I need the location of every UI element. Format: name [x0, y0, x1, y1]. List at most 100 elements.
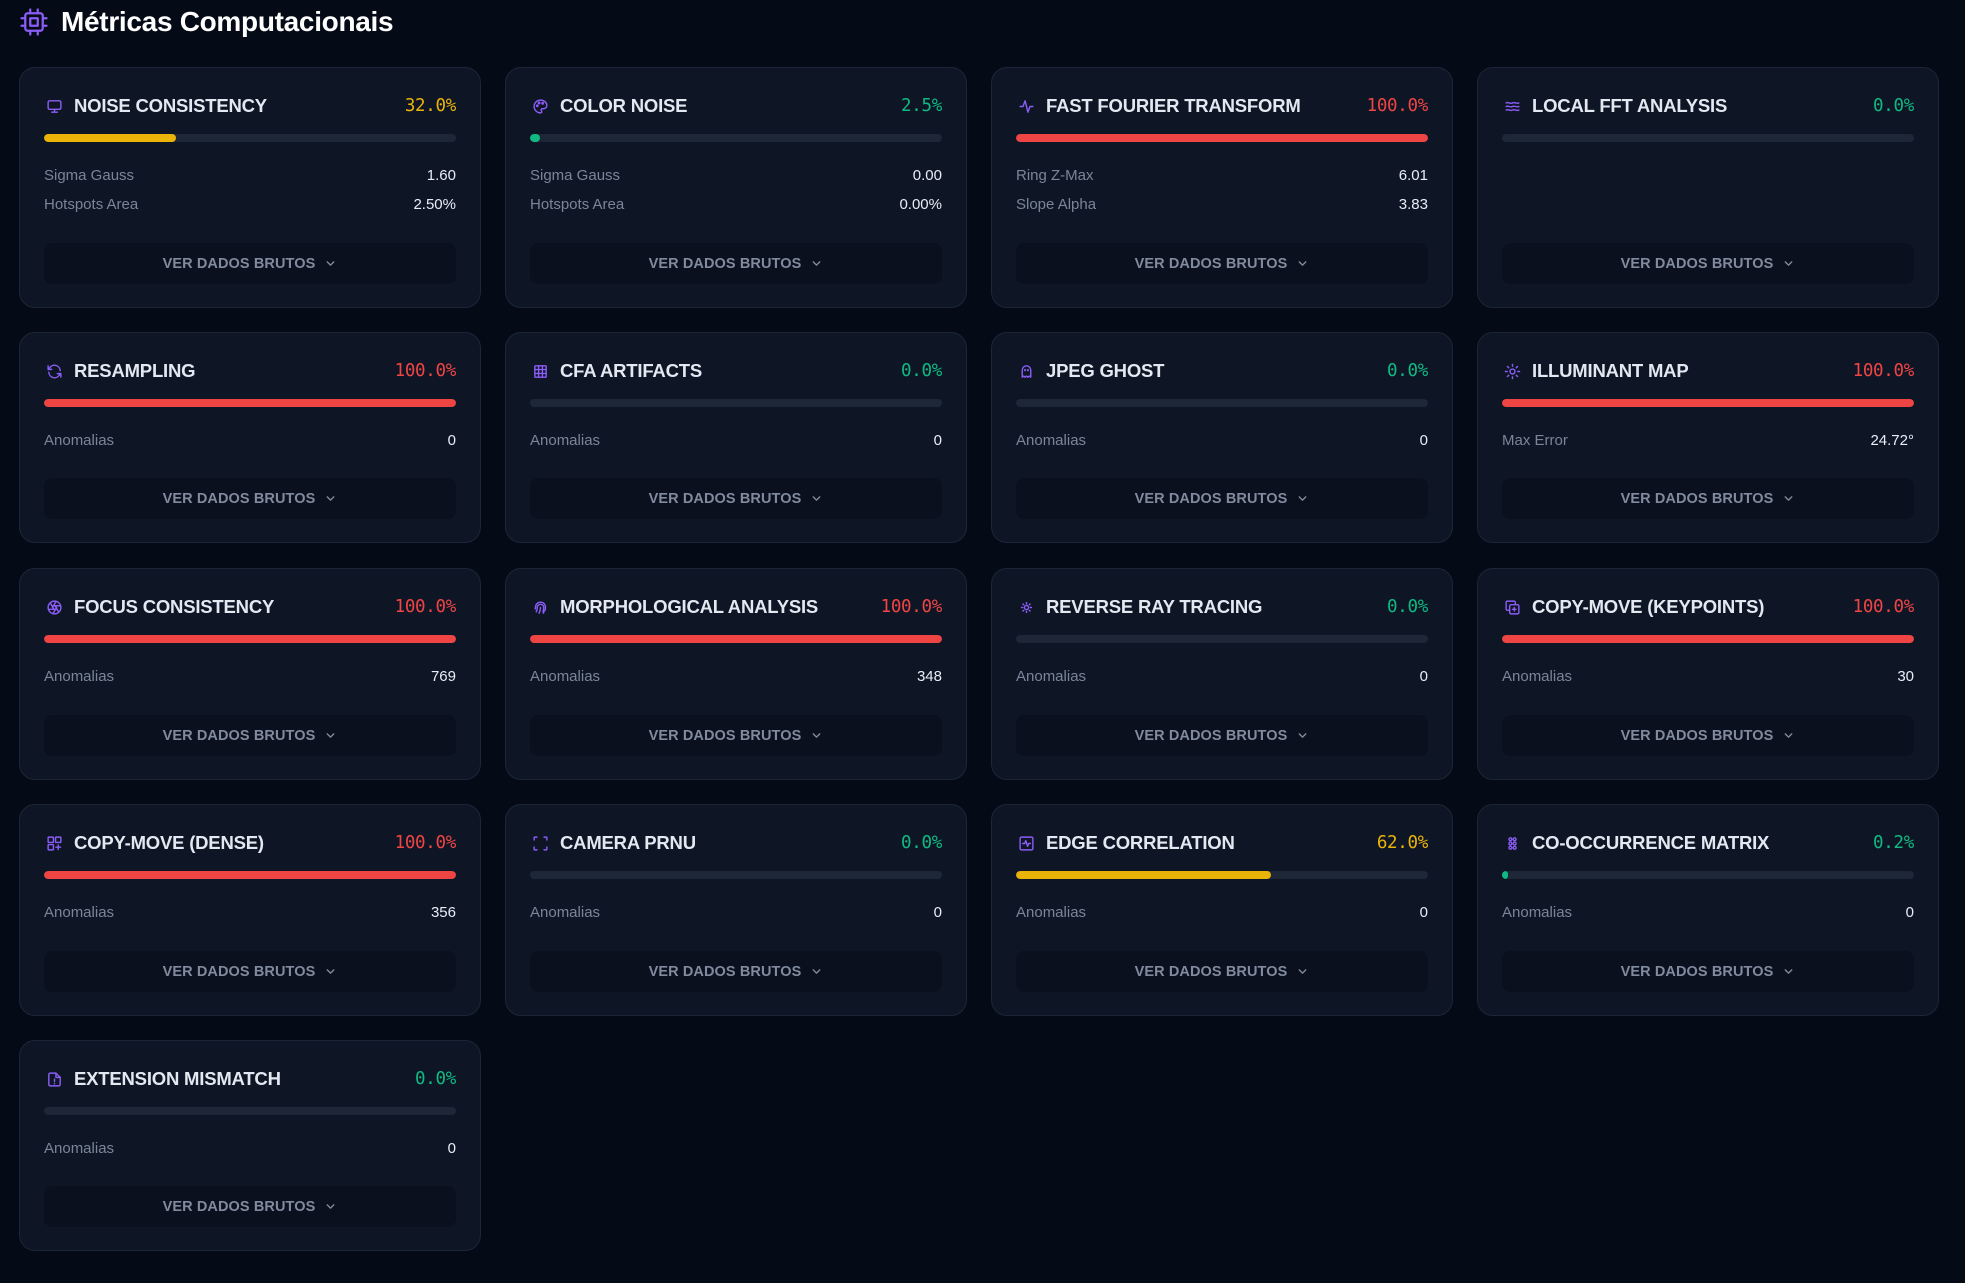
card-header: LOCAL FFT ANALYSIS 0.0% — [1502, 91, 1914, 121]
waves-icon — [1502, 96, 1522, 116]
card-header: ILLUMINANT MAP 100.0% — [1502, 356, 1914, 386]
metrics-list: Max Error 24.72° — [1502, 432, 1914, 461]
metric-value: 0 — [933, 904, 942, 921]
card-header: FOCUS CONSISTENCY 100.0% — [44, 592, 456, 622]
metrics-list: Anomalias 348 — [530, 668, 942, 697]
card-header: COPY-MOVE (KEYPOINTS) 100.0% — [1502, 592, 1914, 622]
view-raw-data-button[interactable]: VER DADOS BRUTOS — [44, 478, 456, 519]
card-header: EDGE CORRELATION 62.0% — [1016, 828, 1428, 858]
metric-value: 3.83 — [1398, 196, 1428, 213]
card-title: RESAMPLING — [74, 360, 196, 381]
layout-plus-icon — [44, 833, 64, 853]
page-title: Métricas Computacionais — [61, 6, 394, 37]
refresh-icon — [44, 361, 64, 381]
progress-bar — [1502, 635, 1914, 643]
metric-label: Hotspots Area — [530, 196, 625, 213]
view-raw-data-label: VER DADOS BRUTOS — [648, 727, 802, 744]
progress-bar — [530, 399, 942, 407]
metric-value: 0.00% — [899, 196, 942, 213]
chevron-down-icon — [1295, 729, 1309, 743]
view-raw-data-button[interactable]: VER DADOS BRUTOS — [44, 715, 456, 756]
metric-card-copy-move-keypoints: COPY-MOVE (KEYPOINTS) 100.0% Anomalias 30 VE… — [1477, 568, 1939, 780]
card-score: 2.5% — [901, 96, 942, 116]
metric-label: Sigma Gauss — [44, 167, 135, 184]
activity-icon — [1016, 96, 1036, 116]
metric-value: 1.60 — [426, 167, 456, 184]
chevron-down-icon — [1781, 257, 1795, 271]
view-raw-data-label: VER DADOS BRUTOS — [162, 727, 316, 744]
progress-bar — [530, 134, 942, 142]
fingerprint-icon — [530, 597, 550, 617]
metrics-list: Anomalias 0 — [1016, 432, 1428, 461]
metric-card-reverse-ray-tracing: REVERSE RAY TRACING 0.0% Anomalias 0 VER DAD… — [991, 568, 1453, 780]
view-raw-data-button[interactable]: VER DADOS BRUTOS — [44, 951, 456, 992]
metrics-list: Anomalias 0 — [44, 1140, 456, 1169]
view-raw-data-button[interactable]: VER DADOS BRUTOS — [530, 243, 942, 284]
view-raw-data-button[interactable]: VER DADOS BRUTOS — [44, 1186, 456, 1227]
metric-card-color-noise: COLOR NOISE 2.5% Sigma Gauss 0.00 Hotspots A… — [505, 67, 967, 308]
card-score: 100.0% — [1852, 597, 1915, 617]
view-raw-data-button[interactable]: VER DADOS BRUTOS — [1502, 478, 1914, 519]
metric-card-morphological-analysis: MORPHOLOGICAL ANALYSIS 100.0% Anomalias 348… — [505, 568, 967, 780]
card-score: 0.0% — [1387, 597, 1428, 617]
progress-fill — [1502, 871, 1509, 879]
view-raw-data-label: VER DADOS BRUTOS — [648, 963, 802, 980]
progress-fill — [1502, 635, 1914, 643]
progress-fill — [44, 134, 176, 142]
card-header: COPY-MOVE (DENSE) 100.0% — [44, 828, 456, 858]
metric-card-co-occurrence-matrix: CO-OCCURRENCE MATRIX 0.2% Anomalias 0 VER DA… — [1477, 804, 1939, 1016]
metrics-list: Sigma Gauss 1.60 Hotspots Area 2.50% — [44, 167, 456, 225]
chevron-down-icon — [809, 729, 823, 743]
card-title: REVERSE RAY TRACING — [1046, 596, 1263, 617]
progress-bar — [44, 399, 456, 407]
card-title: COPY-MOVE (KEYPOINTS) — [1532, 596, 1765, 617]
view-raw-data-button[interactable]: VER DADOS BRUTOS — [530, 715, 942, 756]
progress-bar — [1502, 134, 1914, 142]
metric-row: Hotspots Area 2.50% — [44, 196, 456, 225]
view-raw-data-label: VER DADOS BRUTOS — [1620, 255, 1774, 272]
card-score: 0.0% — [415, 1069, 456, 1089]
metric-label: Anomalias — [44, 904, 115, 921]
metric-value: 30 — [1897, 668, 1914, 685]
metric-row: Max Error 24.72° — [1502, 432, 1914, 461]
chevron-down-icon — [1295, 965, 1309, 979]
square-activity-icon — [1016, 833, 1036, 853]
metric-value: 2.50% — [413, 196, 456, 213]
view-raw-data-button[interactable]: VER DADOS BRUTOS — [1016, 243, 1428, 284]
card-header: FAST FOURIER TRANSFORM 100.0% — [1016, 91, 1428, 121]
metric-row: Slope Alpha 3.83 — [1016, 196, 1428, 225]
view-raw-data-button[interactable]: VER DADOS BRUTOS — [1502, 951, 1914, 992]
metrics-list: Anomalias 0 — [1502, 904, 1914, 933]
page-header: Métricas Computacionais — [19, 4, 394, 40]
metric-row: Anomalias 0 — [1016, 432, 1428, 461]
copy-icon — [1502, 597, 1522, 617]
view-raw-data-button[interactable]: VER DADOS BRUTOS — [1016, 951, 1428, 992]
view-raw-data-label: VER DADOS BRUTOS — [1134, 255, 1288, 272]
metric-label: Anomalias — [1502, 904, 1573, 921]
view-raw-data-button[interactable]: VER DADOS BRUTOS — [44, 243, 456, 284]
view-raw-data-button[interactable]: VER DADOS BRUTOS — [1502, 243, 1914, 284]
view-raw-data-button[interactable]: VER DADOS BRUTOS — [1016, 715, 1428, 756]
card-score: 0.0% — [1873, 96, 1914, 116]
metric-card-copy-move-dense: COPY-MOVE (DENSE) 100.0% Anomalias 356 VER D… — [19, 804, 481, 1016]
view-raw-data-button[interactable]: VER DADOS BRUTOS — [530, 951, 942, 992]
card-header: JPEG GHOST 0.0% — [1016, 356, 1428, 386]
view-raw-data-button[interactable]: VER DADOS BRUTOS — [530, 478, 942, 519]
card-title: COPY-MOVE (DENSE) — [74, 832, 264, 853]
card-header: REVERSE RAY TRACING 0.0% — [1016, 592, 1428, 622]
chevron-down-icon — [323, 492, 337, 506]
metrics-list: Anomalias 0 — [1016, 668, 1428, 697]
metrics-list: Anomalias 0 — [1016, 904, 1428, 933]
view-raw-data-label: VER DADOS BRUTOS — [1134, 490, 1288, 507]
view-raw-data-button[interactable]: VER DADOS BRUTOS — [1502, 715, 1914, 756]
view-raw-data-button[interactable]: VER DADOS BRUTOS — [1016, 478, 1428, 519]
progress-bar — [1016, 635, 1428, 643]
progress-bar — [44, 635, 456, 643]
chevron-down-icon — [809, 492, 823, 506]
card-header: MORPHOLOGICAL ANALYSIS 100.0% — [530, 592, 942, 622]
progress-bar — [44, 871, 456, 879]
view-raw-data-label: VER DADOS BRUTOS — [648, 490, 802, 507]
metric-card-local-fft-analysis: LOCAL FFT ANALYSIS 0.0% VER DADOS BRUTOS — [1477, 67, 1939, 308]
view-raw-data-label: VER DADOS BRUTOS — [162, 255, 316, 272]
metrics-list: Sigma Gauss 0.00 Hotspots Area 0.00% — [530, 167, 942, 225]
